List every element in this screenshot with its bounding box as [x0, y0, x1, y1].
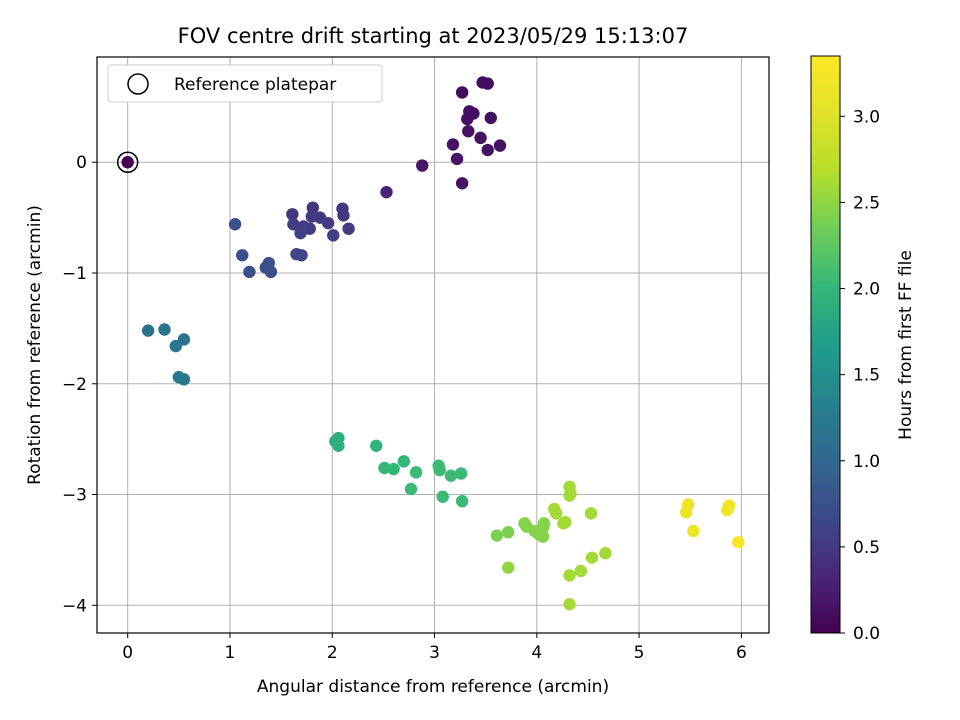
- data-point: [455, 177, 469, 190]
- axis-ticks: 0 1 2 3 4 5 6 0 −1 −2 −3 −4: [62, 153, 747, 663]
- data-point: [433, 463, 446, 477]
- data-point: [557, 517, 570, 530]
- grid-lines: [97, 57, 769, 633]
- data-point: [550, 507, 563, 520]
- data-point: [404, 482, 418, 496]
- data-point: [446, 138, 460, 151]
- data-point: [585, 551, 599, 564]
- data-point: [337, 209, 350, 222]
- data-point: [490, 529, 504, 542]
- data-point: [599, 547, 612, 560]
- data-point: [455, 494, 469, 508]
- plot-area: 0 1 2 3 4 5 6 0 −1 −2 −3 −4: [62, 56, 770, 663]
- reference-platepar-marker: [116, 151, 139, 173]
- data-point: [370, 439, 383, 452]
- data-point: [563, 569, 576, 582]
- data-point: [484, 111, 497, 125]
- x-tick-label: 0: [122, 643, 133, 663]
- data-point: [342, 222, 355, 235]
- data-point: [236, 249, 249, 262]
- y-tick-label: 0: [76, 153, 87, 173]
- data-point: [294, 226, 307, 240]
- data-point: [501, 561, 515, 574]
- data-point: [332, 439, 345, 452]
- legend-label: Reference platepar: [174, 75, 336, 95]
- data-point: [436, 490, 449, 503]
- data-point: [536, 530, 550, 543]
- legend-marker-icon: [127, 73, 149, 95]
- y-tick-label: −1: [62, 264, 87, 284]
- data-point: [461, 112, 474, 126]
- data-point: [455, 86, 469, 99]
- plot-frame: [96, 56, 770, 634]
- data-point: [474, 131, 487, 145]
- data-point: [444, 469, 458, 482]
- scatter-points: [116, 76, 745, 611]
- colorbar-tick-label: 3.0: [853, 107, 880, 127]
- colorbar-label: Hours from first FF file: [896, 250, 916, 440]
- data-point: [416, 159, 429, 172]
- colorbar: 0.0 0.5 1.0 1.5 2.0 2.5 3.0 Hours from first F…: [810, 55, 916, 644]
- data-point: [321, 216, 335, 230]
- data-point: [228, 218, 242, 231]
- x-tick-label: 1: [225, 643, 236, 663]
- data-point: [454, 467, 468, 480]
- data-point: [397, 455, 411, 468]
- colorbar-tick-label: 2.5: [853, 193, 880, 213]
- data-point: [462, 125, 475, 138]
- data-point: [409, 466, 423, 479]
- legend-box: [107, 64, 383, 103]
- data-point: [450, 152, 464, 166]
- data-point: [303, 222, 316, 235]
- legend: Reference platepar: [107, 64, 383, 103]
- y-tick-label: −2: [62, 375, 87, 395]
- data-point: [286, 208, 299, 221]
- data-point: [327, 229, 340, 242]
- colorbar-tick-label: 2.0: [853, 280, 880, 300]
- data-point: [563, 598, 576, 611]
- x-tick-label: 5: [634, 643, 645, 663]
- data-point: [287, 218, 300, 231]
- data-point: [387, 462, 400, 476]
- data-point: [243, 265, 256, 279]
- colorbar-ticks: 0.0 0.5 1.0 1.5 2.0 2.5 3.0: [840, 107, 880, 644]
- chart-title: FOV centre drift starting at 2023/05/29 …: [178, 24, 689, 48]
- colorbar-tick-label: 1.5: [853, 366, 880, 386]
- data-point: [158, 323, 171, 336]
- x-tick-label: 4: [531, 643, 542, 663]
- y-tick-label: −4: [62, 596, 87, 616]
- data-point: [378, 461, 391, 475]
- data-point: [481, 143, 494, 157]
- data-point: [679, 506, 693, 519]
- x-tick-label: 6: [736, 643, 747, 663]
- x-tick-label: 2: [327, 643, 338, 663]
- colorbar-tick-label: 0.0: [853, 624, 880, 644]
- colorbar-tick-label: 1.0: [853, 452, 880, 472]
- colorbar-tick-label: 0.5: [853, 538, 880, 558]
- data-point: [720, 503, 734, 517]
- data-point: [584, 507, 598, 520]
- data-point: [177, 373, 191, 386]
- data-point: [574, 564, 587, 578]
- data-point: [563, 489, 576, 502]
- data-point: [481, 77, 494, 90]
- colorbar-gradient: [810, 55, 841, 634]
- data-point: [493, 139, 507, 152]
- data-point: [141, 324, 155, 337]
- data-point: [380, 185, 393, 199]
- data-point: [121, 156, 134, 169]
- x-axis-label: Angular distance from reference (arcmin): [257, 677, 609, 697]
- x-tick-label: 3: [429, 643, 440, 663]
- y-axis-label: Rotation from reference (arcmin): [25, 205, 45, 485]
- data-point: [501, 526, 515, 539]
- data-point: [264, 265, 278, 279]
- data-point: [295, 249, 308, 262]
- data-point: [687, 524, 700, 538]
- data-point: [732, 535, 745, 549]
- data-point: [169, 339, 182, 353]
- y-tick-label: −3: [62, 486, 87, 506]
